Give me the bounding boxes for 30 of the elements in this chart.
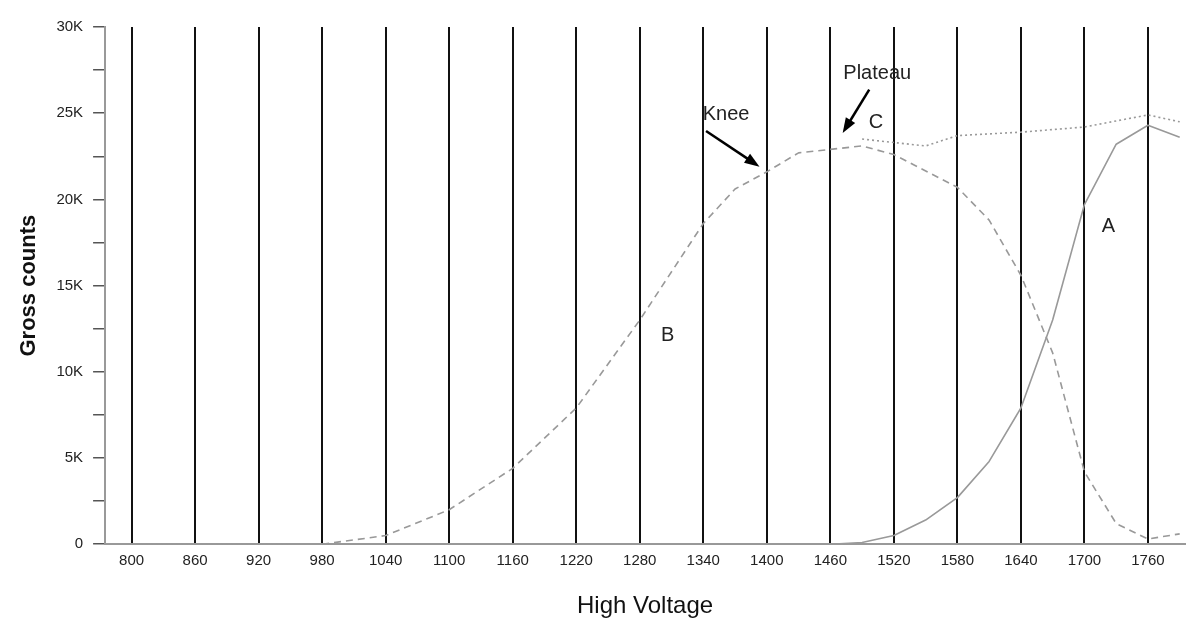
x-tick-label: 860 <box>182 551 208 569</box>
x-tick-label: 1760 <box>1131 551 1165 569</box>
y-tick-label: 0 <box>74 534 84 552</box>
x-tick-label: 1520 <box>877 551 911 569</box>
x-tick-label: 920 <box>246 551 272 569</box>
y-tick-label: 20K <box>56 189 84 207</box>
x-tick-label: 1340 <box>686 551 720 569</box>
y-axis-title: Gross counts <box>15 214 41 357</box>
series-label: A <box>1101 214 1116 237</box>
x-axis-title: High Voltage <box>576 591 714 619</box>
x-tick-label: 1100 <box>433 551 466 569</box>
series-label: C <box>868 110 884 133</box>
x-tick-label: 1460 <box>813 551 848 569</box>
x-tick-label: 1280 <box>623 551 657 569</box>
series-label: B <box>661 322 675 345</box>
x-tick-label: 1220 <box>559 551 593 569</box>
y-tick-label: 15K <box>56 275 84 293</box>
x-tick-label: 1160 <box>496 551 529 569</box>
annotation: Knee <box>702 102 750 125</box>
x-tick-label: 1640 <box>1004 551 1038 569</box>
x-tick-label: 1700 <box>1067 551 1102 569</box>
y-tick-label: 30K <box>56 17 84 35</box>
x-tick-label: 1580 <box>940 551 975 569</box>
y-tick-label: 25K <box>56 103 84 121</box>
x-tick-label: 980 <box>309 551 335 569</box>
x-tick-label: 1040 <box>368 551 403 569</box>
y-tick-label: 5K <box>64 448 84 466</box>
x-tick-label: 1400 <box>750 551 784 569</box>
y-tick-label: 10K <box>56 361 84 379</box>
x-tick-label: 800 <box>119 551 145 569</box>
